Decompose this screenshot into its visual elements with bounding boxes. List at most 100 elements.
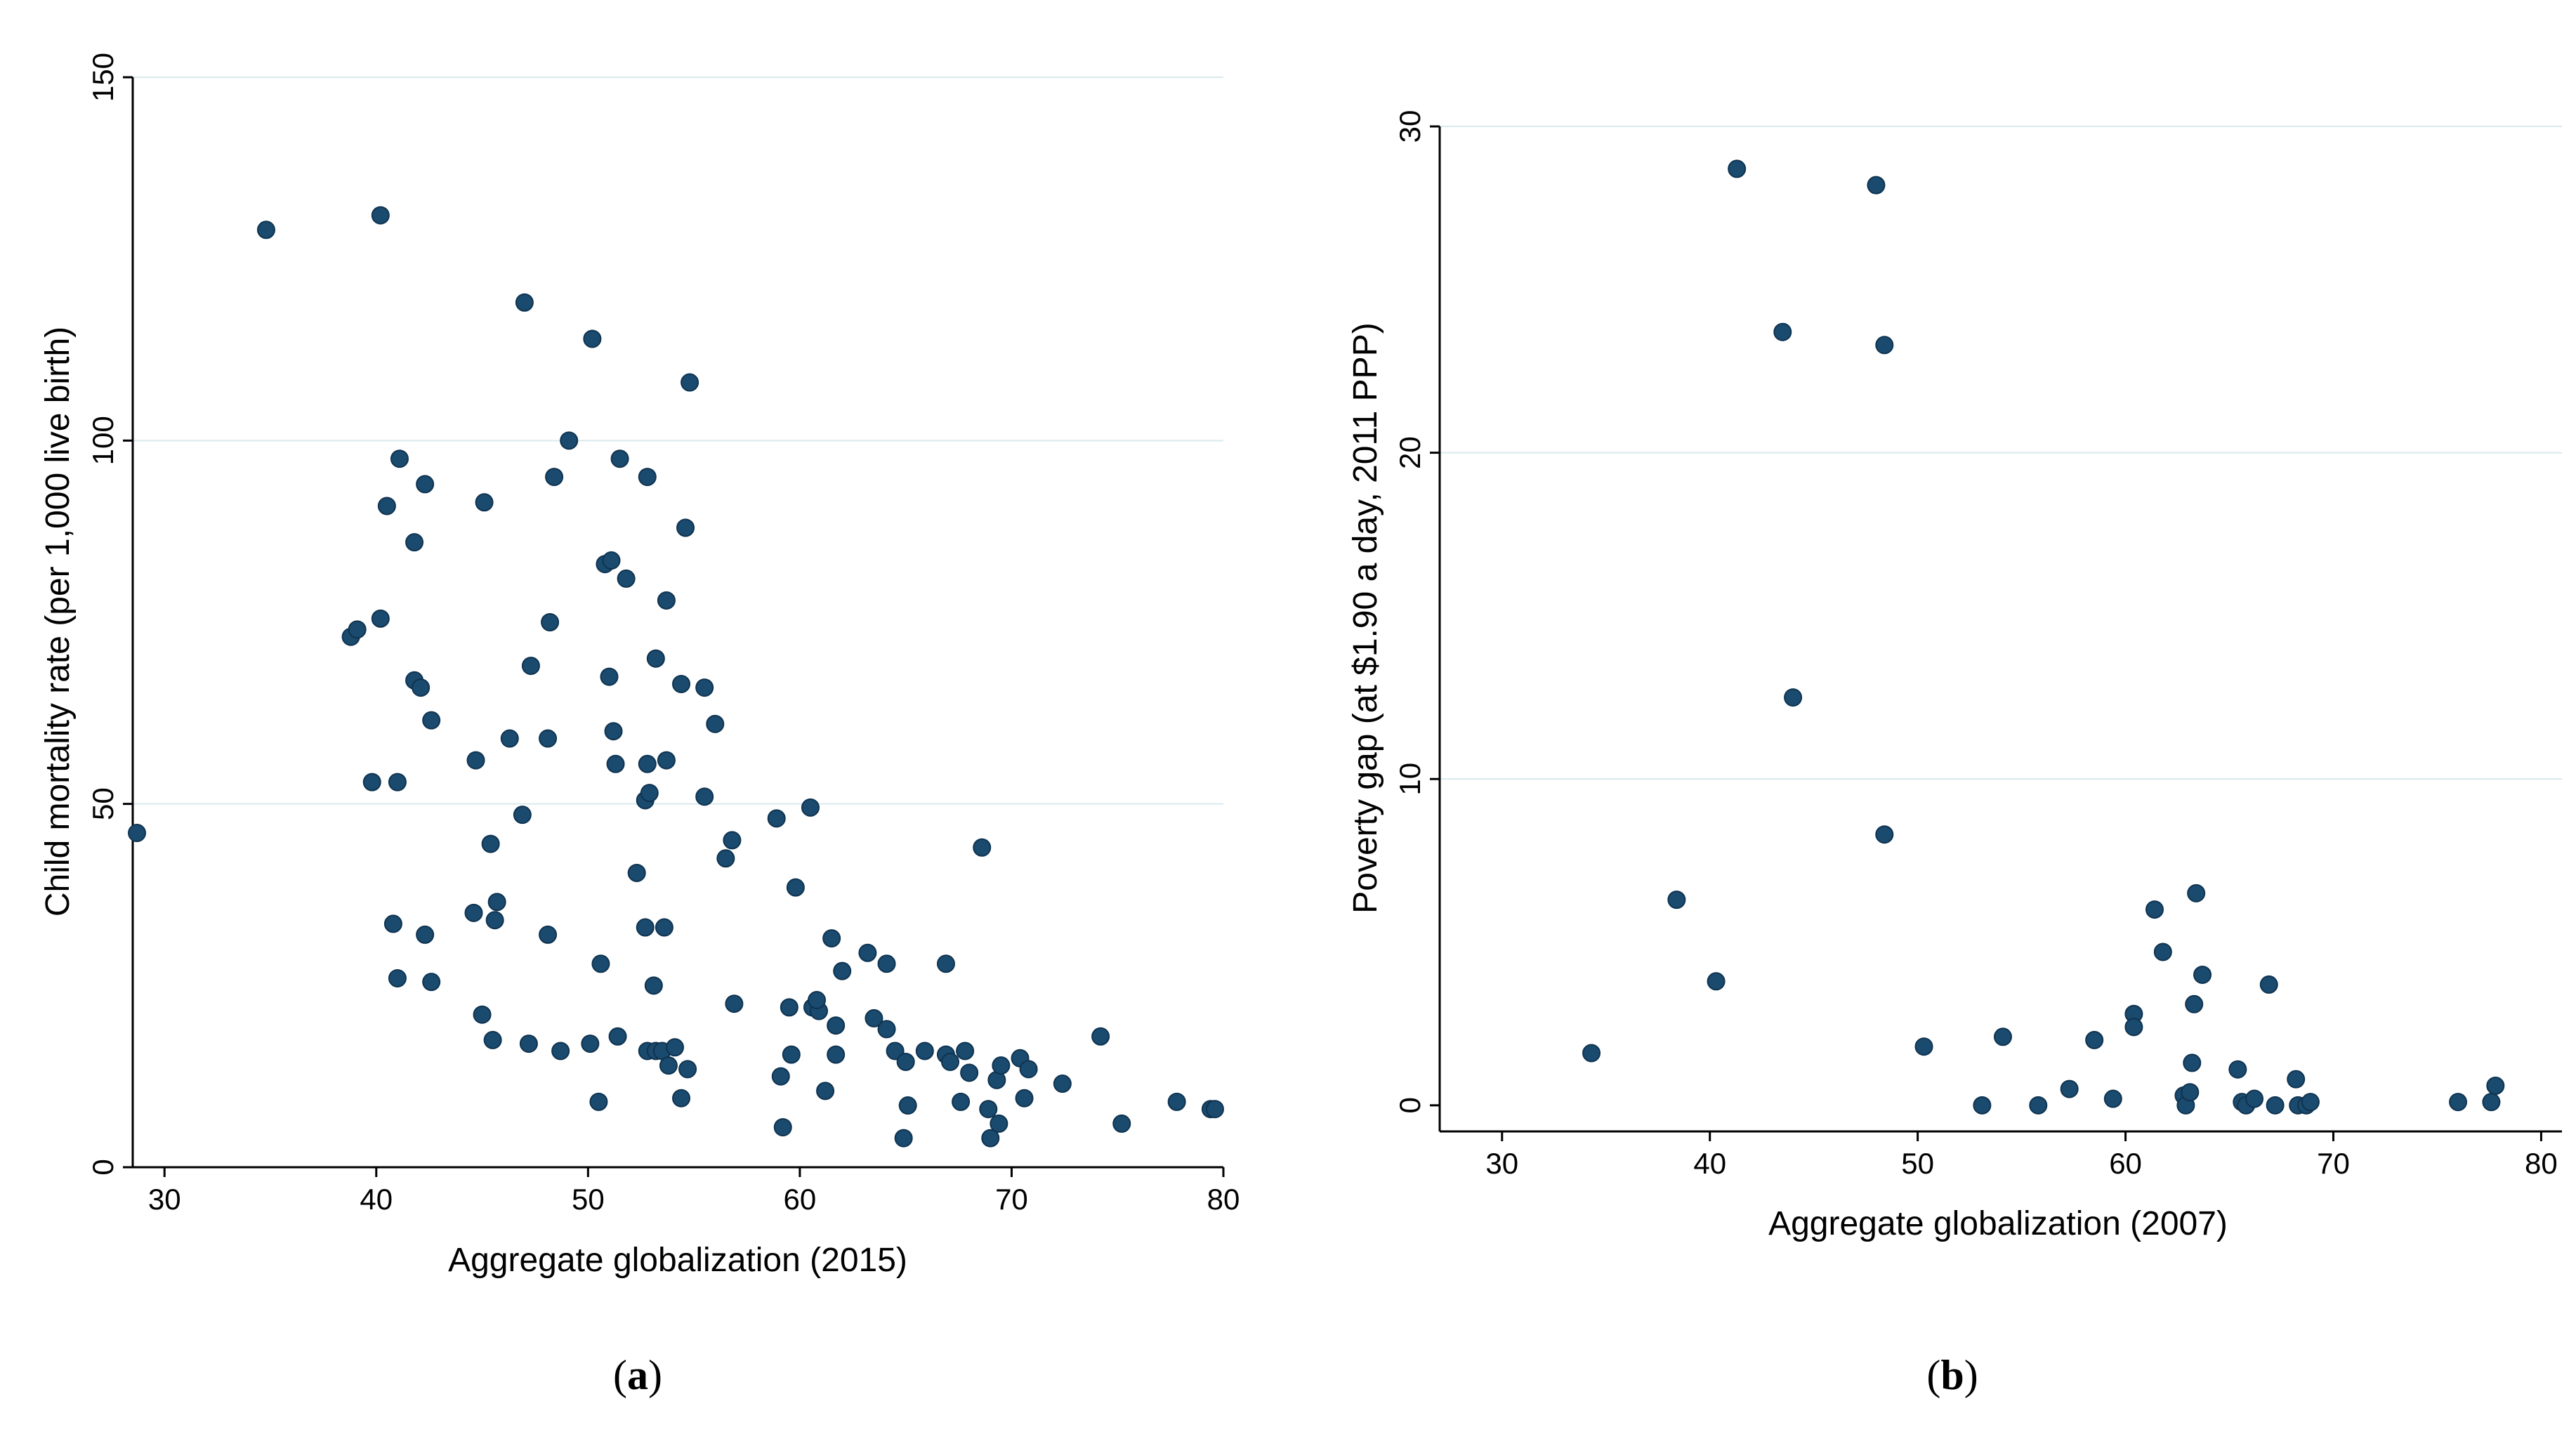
panel-a-data-point bbox=[1167, 1092, 1186, 1111]
panel-b-data-point bbox=[2085, 1030, 2104, 1049]
panel-a-data-point bbox=[833, 961, 852, 980]
panel-b-data-point bbox=[2060, 1079, 2079, 1098]
panel-b-data-point bbox=[2145, 900, 2164, 919]
panel-b-data-point bbox=[2183, 1053, 2202, 1072]
panel-a-data-point bbox=[646, 649, 665, 668]
panel-b-data-point bbox=[2266, 1096, 2285, 1115]
panel-a-data-point bbox=[827, 1016, 846, 1035]
panel-a-data-point bbox=[896, 1052, 915, 1071]
panel-b-data-point bbox=[2259, 975, 2278, 994]
panel-a-x-axis-title: Aggregate globalization (2015) bbox=[448, 1242, 907, 1279]
panel-b-data-point bbox=[2187, 883, 2206, 902]
panel-a-data-point bbox=[416, 475, 435, 494]
panel-a-data-point bbox=[608, 1027, 627, 1046]
panel-a-data-point bbox=[128, 824, 147, 843]
panel-a-data-point bbox=[422, 973, 441, 992]
panel-a-y-axis-title: Child mortality rate (per 1,000 live bir… bbox=[39, 327, 77, 917]
panel-b-data-point bbox=[2301, 1093, 2320, 1112]
panel-b-data-point bbox=[2029, 1096, 2048, 1115]
panel-a-data-point bbox=[1019, 1060, 1038, 1079]
panel-a-data-point bbox=[617, 569, 636, 588]
panel-a-data-point bbox=[1091, 1027, 1110, 1046]
panel-a-data-point bbox=[539, 925, 558, 944]
panel-a-data-point bbox=[362, 773, 381, 791]
panel-a-data-point bbox=[371, 609, 390, 628]
panel-a-data-point bbox=[681, 373, 699, 392]
panel-a-data-point bbox=[627, 863, 646, 882]
panel-a-data-point bbox=[473, 1005, 492, 1024]
panel-a-data-point bbox=[388, 968, 407, 987]
panel-a-x-tick-label: 30 bbox=[148, 1183, 181, 1216]
panel-a-data-point bbox=[723, 831, 742, 850]
panel-a-data-point bbox=[589, 1092, 608, 1111]
panel-a-grid bbox=[133, 77, 1223, 805]
panel-a-x-tick-label: 70 bbox=[995, 1183, 1028, 1216]
panel-a-data-point bbox=[782, 1045, 801, 1064]
panel-a-data-point bbox=[638, 754, 657, 773]
panel-a-data-point bbox=[591, 954, 610, 973]
panel-a-data-point bbox=[915, 1042, 934, 1060]
panel-a-data-point bbox=[877, 1020, 896, 1039]
panel-b-data-point bbox=[2124, 1018, 2143, 1037]
panel-a-data-point bbox=[940, 1052, 959, 1071]
panel-b-x-tick-label: 70 bbox=[2317, 1147, 2350, 1180]
panel-a-y-tick-label: 150 bbox=[86, 53, 119, 102]
panel-a-data-point bbox=[973, 838, 992, 857]
panel-a-x-tick-label: 40 bbox=[360, 1183, 393, 1216]
panel-b-data-point bbox=[1875, 336, 1894, 355]
panel-b-data-point bbox=[2482, 1093, 2501, 1112]
panel-a: 0 50 100 150 30 40 50 60 70 80 Aggregate globali… bbox=[39, 53, 1240, 1398]
panel-a-data-point bbox=[388, 773, 407, 791]
panel-a-data-point bbox=[371, 206, 390, 225]
panel-a-data-point bbox=[377, 497, 396, 515]
panel-a-data-point bbox=[665, 1038, 684, 1057]
panel-a-data-point bbox=[638, 468, 657, 487]
panel-a-data-point bbox=[464, 903, 483, 922]
panel-b-data-point bbox=[2287, 1070, 2306, 1089]
panel-b-data-point bbox=[2181, 1083, 2200, 1102]
panel-a-data-point bbox=[412, 678, 431, 697]
panel-a-data-point bbox=[466, 751, 485, 770]
panel-a-data-point bbox=[801, 798, 820, 817]
panel-a-data-point bbox=[894, 1129, 913, 1148]
panel-a-x-tick-label: 50 bbox=[572, 1183, 605, 1216]
panel-a-data-point bbox=[1015, 1089, 1034, 1108]
panel-b-letter: b bbox=[1940, 1352, 1964, 1398]
panel-a-data-point bbox=[405, 533, 424, 552]
panel-b-data-point bbox=[1993, 1027, 2012, 1046]
panel-a-data-point bbox=[551, 1042, 570, 1060]
panel-a-data-point bbox=[695, 678, 714, 697]
panel-b-data-point bbox=[1773, 322, 1792, 341]
panel-b-data-point bbox=[2103, 1089, 2122, 1108]
panel-a-data-point bbox=[602, 551, 621, 570]
panel-b-data-point bbox=[2153, 942, 2172, 961]
panel-a-data-point bbox=[500, 729, 519, 748]
panel-a-data-point bbox=[960, 1063, 979, 1082]
panel-a-y-tick-label: 100 bbox=[86, 416, 119, 465]
panel-a-data-point bbox=[936, 954, 955, 973]
panel-a-data-point bbox=[256, 221, 275, 239]
panel-a-data-point bbox=[481, 834, 500, 853]
panel-a-data-point bbox=[348, 620, 367, 639]
panel-a-data-point bbox=[583, 329, 602, 348]
panel-a-data-point bbox=[877, 954, 896, 973]
panel-b-y-ticks: 0 10 20 30 bbox=[1393, 110, 1440, 1114]
panel-b-data-point bbox=[1728, 159, 1747, 178]
panel-b-x-tick-label: 50 bbox=[1901, 1147, 1934, 1180]
panel-b-y-tick-label: 20 bbox=[1393, 436, 1426, 469]
panel-a-data-point bbox=[521, 657, 540, 676]
panel-a-data-point bbox=[383, 914, 402, 933]
panel-a-data-point bbox=[725, 994, 744, 1013]
panel-a-data-point bbox=[606, 754, 625, 773]
panel-a-data-point bbox=[483, 1030, 502, 1049]
panel-b-y-tick-label: 30 bbox=[1393, 110, 1426, 143]
panel-a-data-point bbox=[771, 1067, 790, 1086]
panel-a-data-point bbox=[422, 711, 441, 730]
panel-a-data-point bbox=[600, 667, 619, 686]
panel-a-data-point bbox=[716, 849, 735, 868]
panel-b-data-point bbox=[1582, 1044, 1601, 1063]
panel-a-data-point bbox=[541, 613, 560, 631]
panel-a-data-point bbox=[990, 1114, 1008, 1133]
panel-b-label: (b) bbox=[1926, 1352, 1978, 1398]
panel-a-data-point bbox=[706, 714, 725, 733]
